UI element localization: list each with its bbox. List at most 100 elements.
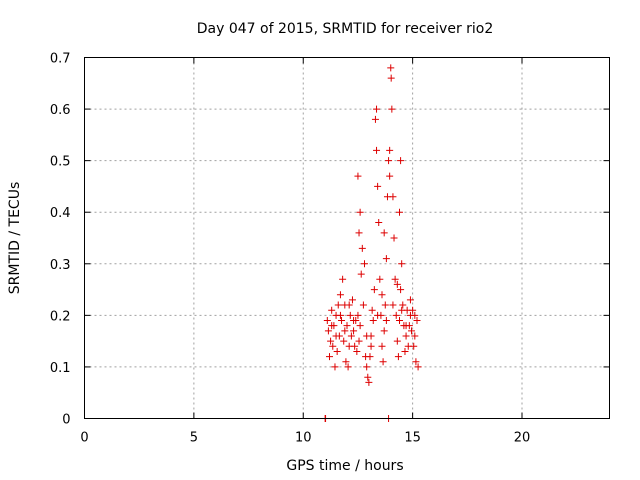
data-point bbox=[410, 342, 418, 350]
data-point bbox=[411, 332, 419, 340]
y-tick-label: 0.5 bbox=[50, 155, 71, 170]
data-point bbox=[334, 301, 342, 309]
data-point bbox=[328, 322, 336, 330]
data-point bbox=[364, 373, 372, 381]
y-tick-label: 0.4 bbox=[50, 206, 71, 221]
data-point bbox=[413, 317, 421, 325]
data-point bbox=[329, 342, 337, 350]
data-point bbox=[351, 342, 359, 350]
data-point bbox=[358, 244, 366, 252]
data-point bbox=[361, 260, 368, 268]
data-point bbox=[382, 317, 390, 325]
data-point bbox=[328, 306, 336, 314]
data-point bbox=[359, 301, 367, 309]
data-point bbox=[331, 363, 339, 371]
data-point bbox=[327, 337, 335, 345]
x-tick-label: 10 bbox=[295, 431, 312, 446]
data-point bbox=[357, 270, 365, 278]
y-tick-label: 0.2 bbox=[50, 309, 71, 324]
data-points bbox=[321, 64, 422, 422]
data-point bbox=[336, 311, 344, 319]
data-point bbox=[333, 347, 341, 355]
data-point bbox=[378, 342, 386, 350]
data-point bbox=[393, 280, 401, 288]
data-point bbox=[356, 208, 364, 216]
data-point bbox=[363, 363, 371, 371]
data-point bbox=[370, 286, 378, 294]
data-point bbox=[324, 327, 332, 335]
data-point bbox=[386, 172, 394, 180]
data-point bbox=[323, 317, 331, 325]
data-point bbox=[390, 234, 398, 242]
data-point bbox=[376, 275, 384, 283]
data-point bbox=[398, 306, 406, 314]
data-point bbox=[350, 327, 358, 335]
data-point bbox=[378, 291, 386, 299]
data-point bbox=[373, 146, 381, 154]
data-point bbox=[380, 327, 388, 335]
data-point bbox=[350, 317, 358, 325]
data-point bbox=[398, 260, 406, 268]
grid-lines bbox=[84, 57, 610, 419]
data-point bbox=[393, 337, 401, 345]
data-point bbox=[385, 157, 393, 165]
data-point bbox=[354, 311, 362, 319]
data-point bbox=[347, 332, 355, 340]
data-point bbox=[408, 327, 416, 335]
x-tick-label: 0 bbox=[80, 431, 88, 446]
data-point bbox=[396, 208, 403, 216]
data-point bbox=[363, 332, 371, 340]
data-point bbox=[344, 363, 352, 371]
data-point bbox=[399, 301, 407, 309]
x-tick-label: 5 bbox=[190, 431, 198, 446]
data-point bbox=[406, 296, 414, 304]
chart-title: Day 047 of 2015, SRMTID for receiver rio… bbox=[197, 21, 494, 37]
x-tick-label: 20 bbox=[514, 431, 531, 446]
data-point bbox=[373, 105, 381, 113]
data-point bbox=[397, 157, 405, 165]
data-point bbox=[332, 332, 340, 340]
y-tick-label: 0.6 bbox=[50, 103, 71, 118]
data-point bbox=[339, 275, 347, 283]
data-point bbox=[392, 311, 400, 319]
x-axis-title: GPS time / hours bbox=[286, 458, 403, 474]
data-point bbox=[375, 219, 383, 227]
y-tick-label: 0.3 bbox=[50, 258, 71, 273]
data-point bbox=[365, 378, 373, 386]
data-point bbox=[394, 353, 402, 361]
plot-frame bbox=[84, 57, 610, 419]
data-point bbox=[401, 347, 409, 355]
data-point bbox=[414, 363, 422, 371]
data-point bbox=[396, 317, 403, 325]
data-point bbox=[354, 172, 362, 180]
data-point bbox=[366, 353, 374, 361]
data-point bbox=[371, 115, 379, 123]
data-point bbox=[368, 306, 376, 314]
data-point bbox=[397, 286, 405, 294]
data-point bbox=[379, 358, 387, 366]
data-point bbox=[355, 229, 363, 237]
data-point bbox=[382, 255, 390, 263]
data-point bbox=[380, 229, 388, 237]
data-point bbox=[355, 337, 363, 345]
data-point bbox=[367, 342, 375, 350]
data-point bbox=[356, 322, 364, 330]
data-point bbox=[336, 291, 344, 299]
data-point bbox=[391, 275, 399, 283]
data-point bbox=[387, 64, 395, 72]
data-point bbox=[340, 337, 348, 345]
data-point bbox=[387, 74, 395, 82]
data-point bbox=[381, 301, 389, 309]
data-point bbox=[345, 301, 353, 309]
data-point bbox=[348, 296, 356, 304]
data-point bbox=[346, 311, 354, 319]
data-point bbox=[342, 358, 350, 366]
data-point bbox=[341, 327, 349, 335]
data-point bbox=[374, 182, 382, 190]
data-point bbox=[353, 347, 361, 355]
y-tick-label: 0.1 bbox=[50, 361, 71, 376]
data-point bbox=[388, 105, 396, 113]
data-point bbox=[326, 353, 333, 361]
data-point bbox=[412, 358, 420, 366]
